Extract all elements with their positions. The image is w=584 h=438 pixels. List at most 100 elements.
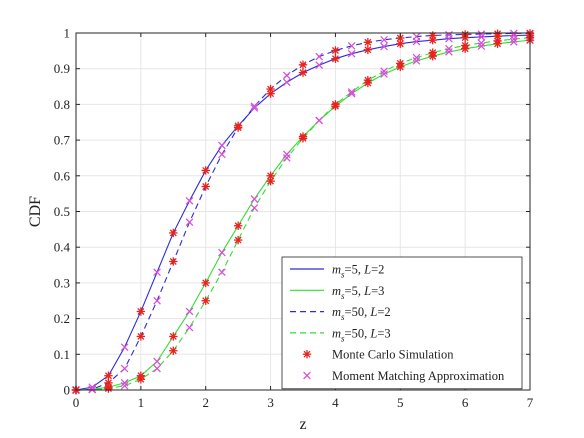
legend-value: =50, bbox=[345, 305, 371, 319]
legend-value: =5, bbox=[345, 284, 365, 298]
legend-box bbox=[281, 256, 523, 390]
moment-matching-marker bbox=[120, 379, 129, 387]
moment-matching-marker bbox=[477, 42, 486, 51]
legend-subscript: s bbox=[341, 291, 345, 301]
cross-stroke bbox=[477, 30, 486, 38]
star-stroke bbox=[234, 222, 242, 230]
monte-carlo-marker bbox=[266, 84, 275, 94]
x-tick-label: 2 bbox=[202, 395, 209, 410]
star-stroke bbox=[137, 332, 145, 340]
monte-carlo-marker bbox=[298, 134, 308, 143]
legend-subscript: s bbox=[341, 270, 345, 280]
cross-stroke bbox=[120, 381, 129, 390]
legend-label: Monte Carlo Simulation bbox=[332, 348, 454, 362]
legend-label: ms=5, L=2 bbox=[332, 263, 384, 280]
monte-carlo-marker bbox=[201, 166, 210, 175]
cross-stroke bbox=[380, 67, 388, 76]
cross-stroke bbox=[88, 383, 97, 391]
cross-stroke bbox=[380, 70, 388, 78]
moment-matching-marker bbox=[347, 49, 356, 58]
cross-stroke bbox=[282, 78, 291, 87]
star-stroke bbox=[494, 30, 502, 38]
cross-stroke bbox=[185, 196, 194, 205]
moment-matching-marker bbox=[120, 343, 129, 351]
moment-matching-marker bbox=[445, 44, 453, 53]
star-stroke bbox=[331, 55, 339, 63]
monte-carlo-marker bbox=[298, 68, 308, 77]
star-stroke bbox=[303, 350, 311, 358]
cross-stroke bbox=[445, 48, 453, 56]
cross-stroke bbox=[412, 57, 421, 65]
monte-carlo-marker bbox=[136, 307, 146, 316]
x-tick-label: 5 bbox=[397, 395, 404, 410]
legend-L-symbol: L bbox=[369, 305, 377, 319]
cross-stroke bbox=[477, 39, 486, 47]
star-stroke bbox=[396, 59, 404, 67]
cross-stroke bbox=[153, 268, 161, 277]
cross-stroke bbox=[380, 35, 388, 44]
star-stroke bbox=[137, 375, 145, 383]
monte-carlo-marker bbox=[169, 332, 178, 341]
cross-stroke bbox=[250, 204, 259, 212]
cross-stroke bbox=[303, 371, 311, 380]
moment-matching-marker bbox=[380, 42, 388, 51]
star-stroke bbox=[169, 229, 177, 237]
y-tick-label: 0.7 bbox=[54, 133, 71, 148]
monte-carlo-marker bbox=[493, 36, 502, 46]
star-stroke bbox=[267, 172, 275, 180]
moment-matching-marker bbox=[185, 323, 194, 332]
moment-matching-marker bbox=[380, 35, 388, 44]
cross-stroke bbox=[445, 44, 453, 53]
legend-subscript: s bbox=[341, 333, 345, 343]
star-stroke bbox=[267, 177, 275, 185]
legend-L-value: =3 bbox=[377, 326, 390, 340]
star-stroke bbox=[331, 47, 339, 54]
legend-value: =5, bbox=[345, 263, 365, 277]
cross-stroke bbox=[315, 52, 324, 61]
star-stroke bbox=[494, 37, 502, 45]
x-tick-label: 4 bbox=[332, 395, 339, 410]
y-tick-label: 0.9 bbox=[54, 61, 70, 76]
moment-matching-marker bbox=[315, 61, 324, 69]
legend: ms=5, L=2ms=5, L=3ms=50, L=2ms=50, L=3Mo… bbox=[281, 256, 523, 390]
x-tick-label: 3 bbox=[267, 395, 274, 410]
moment-matching-marker bbox=[185, 196, 194, 205]
monte-carlo-marker bbox=[201, 296, 210, 305]
cross-stroke bbox=[509, 38, 518, 46]
y-tick-label: 1 bbox=[64, 26, 71, 41]
tick-marks bbox=[75, 32, 531, 391]
x-tick-label: 7 bbox=[527, 395, 534, 410]
star-stroke bbox=[396, 34, 404, 42]
legend-subscript: s bbox=[341, 312, 345, 322]
moment-matching-marker bbox=[218, 141, 226, 150]
y-tick-label: 0.4 bbox=[54, 240, 71, 255]
star-stroke bbox=[202, 166, 210, 174]
star-stroke bbox=[202, 279, 210, 287]
cross-stroke bbox=[412, 32, 421, 41]
y-axis-label: CDF bbox=[27, 196, 44, 227]
y-tick-label: 0.2 bbox=[54, 311, 70, 326]
moment-matching-marker bbox=[380, 70, 388, 78]
moment-matching-marker bbox=[218, 268, 226, 277]
legend-m-symbol: m bbox=[332, 305, 341, 319]
cross-stroke bbox=[477, 42, 486, 51]
cross-stroke bbox=[153, 357, 161, 366]
monte-carlo-marker bbox=[363, 75, 373, 85]
moment-matching-marker bbox=[250, 195, 259, 203]
legend-m-symbol: m bbox=[332, 326, 341, 340]
legend-L-value: =2 bbox=[371, 263, 384, 277]
monte-carlo-marker bbox=[201, 182, 210, 191]
moment-matching-marker bbox=[88, 383, 97, 391]
cross-stroke bbox=[218, 268, 226, 277]
cross-stroke bbox=[282, 71, 291, 80]
moment-matching-marker bbox=[218, 150, 226, 159]
monte-carlo-marker bbox=[266, 176, 275, 186]
monte-carlo-marker bbox=[104, 371, 113, 380]
monte-carlo-marker bbox=[331, 54, 340, 63]
star-stroke bbox=[331, 100, 339, 108]
moment-matching-marker bbox=[477, 39, 486, 47]
legend-L-value: =2 bbox=[377, 305, 390, 319]
star-stroke bbox=[104, 385, 112, 393]
cross-stroke bbox=[282, 154, 291, 162]
